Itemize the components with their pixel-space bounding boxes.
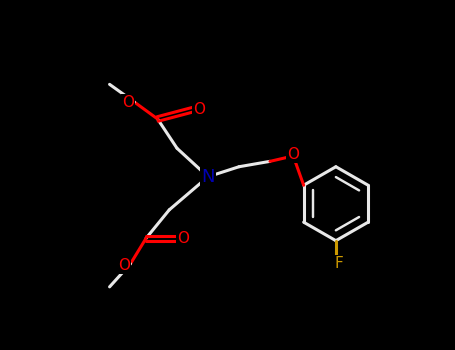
Text: O: O xyxy=(177,231,189,246)
Text: F: F xyxy=(334,256,344,271)
Text: O: O xyxy=(193,102,205,117)
Text: N: N xyxy=(201,168,215,186)
Text: O: O xyxy=(287,147,299,162)
Text: O: O xyxy=(122,94,134,110)
Text: O: O xyxy=(118,258,130,273)
